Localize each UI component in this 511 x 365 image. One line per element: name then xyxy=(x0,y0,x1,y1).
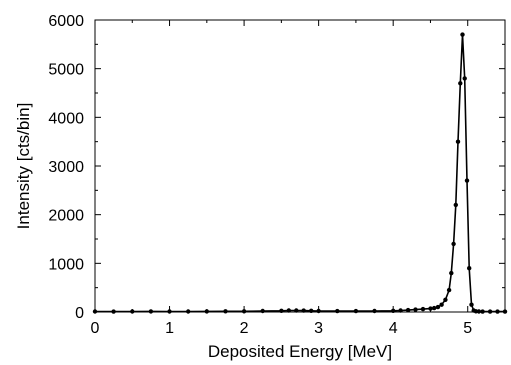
data-point xyxy=(502,309,508,314)
data-point xyxy=(487,309,493,314)
data-point xyxy=(111,309,116,314)
data-point xyxy=(167,309,172,314)
data-point xyxy=(443,297,448,302)
data-point xyxy=(464,178,470,183)
data-point xyxy=(316,308,321,314)
x-tick-label: 2 xyxy=(240,320,249,337)
data-point xyxy=(428,306,433,311)
data-point xyxy=(446,287,452,293)
data-point xyxy=(458,81,463,86)
data-point xyxy=(130,309,135,314)
y-axis-ticks: 0 1000 2000 3000 4000 5000 6000 xyxy=(48,13,505,322)
y-tick-label: 4000 xyxy=(48,110,84,127)
y-tick-label: 1000 xyxy=(48,256,84,273)
data-point xyxy=(241,309,247,314)
data-point xyxy=(453,202,458,208)
plot-frame xyxy=(94,19,506,313)
data-point xyxy=(467,266,472,271)
data-point xyxy=(92,309,98,314)
data-point xyxy=(460,32,465,37)
data-point xyxy=(294,308,299,313)
data-point xyxy=(223,309,228,314)
x-axis-ticks: 0 1 2 3 4 5 xyxy=(91,20,506,337)
data-point xyxy=(480,309,485,314)
data-point xyxy=(309,308,314,313)
series-points xyxy=(92,32,508,314)
data-point xyxy=(204,309,209,314)
y-tick-label: 2000 xyxy=(48,208,84,225)
data-point xyxy=(451,241,456,247)
y-tick-label: 0 xyxy=(75,305,84,322)
x-tick-label: 4 xyxy=(389,320,398,337)
data-point xyxy=(398,308,403,313)
data-point xyxy=(435,304,441,310)
data-point xyxy=(286,308,291,313)
data-point xyxy=(353,308,359,314)
data-point xyxy=(148,309,154,314)
data-point xyxy=(469,302,474,307)
data-point xyxy=(186,309,191,314)
data-point xyxy=(462,76,467,81)
y-tick-label: 6000 xyxy=(48,13,84,30)
data-point xyxy=(372,308,377,314)
x-tick-label: 1 xyxy=(165,320,174,337)
data-point xyxy=(405,307,411,313)
data-point xyxy=(476,309,482,314)
x-tick-label: 0 xyxy=(91,320,100,337)
data-point xyxy=(420,306,426,312)
data-point xyxy=(335,308,340,314)
y-axis-label: Intensity [cts/bin] xyxy=(14,103,33,230)
data-point xyxy=(439,302,444,307)
data-point xyxy=(391,308,396,313)
x-tick-label: 5 xyxy=(463,320,472,337)
x-axis-label: Deposited Energy [MeV] xyxy=(208,342,392,361)
data-point xyxy=(301,308,306,313)
data-point xyxy=(260,308,265,314)
data-point xyxy=(455,139,461,144)
series-line xyxy=(94,34,505,313)
data-point xyxy=(413,307,418,312)
x-tick-label: 3 xyxy=(314,320,323,337)
data-point xyxy=(495,309,500,314)
data-point xyxy=(449,270,454,276)
data-point xyxy=(432,305,437,311)
data-point xyxy=(279,308,284,313)
y-tick-label: 5000 xyxy=(48,62,84,79)
y-tick-label: 3000 xyxy=(48,159,84,176)
